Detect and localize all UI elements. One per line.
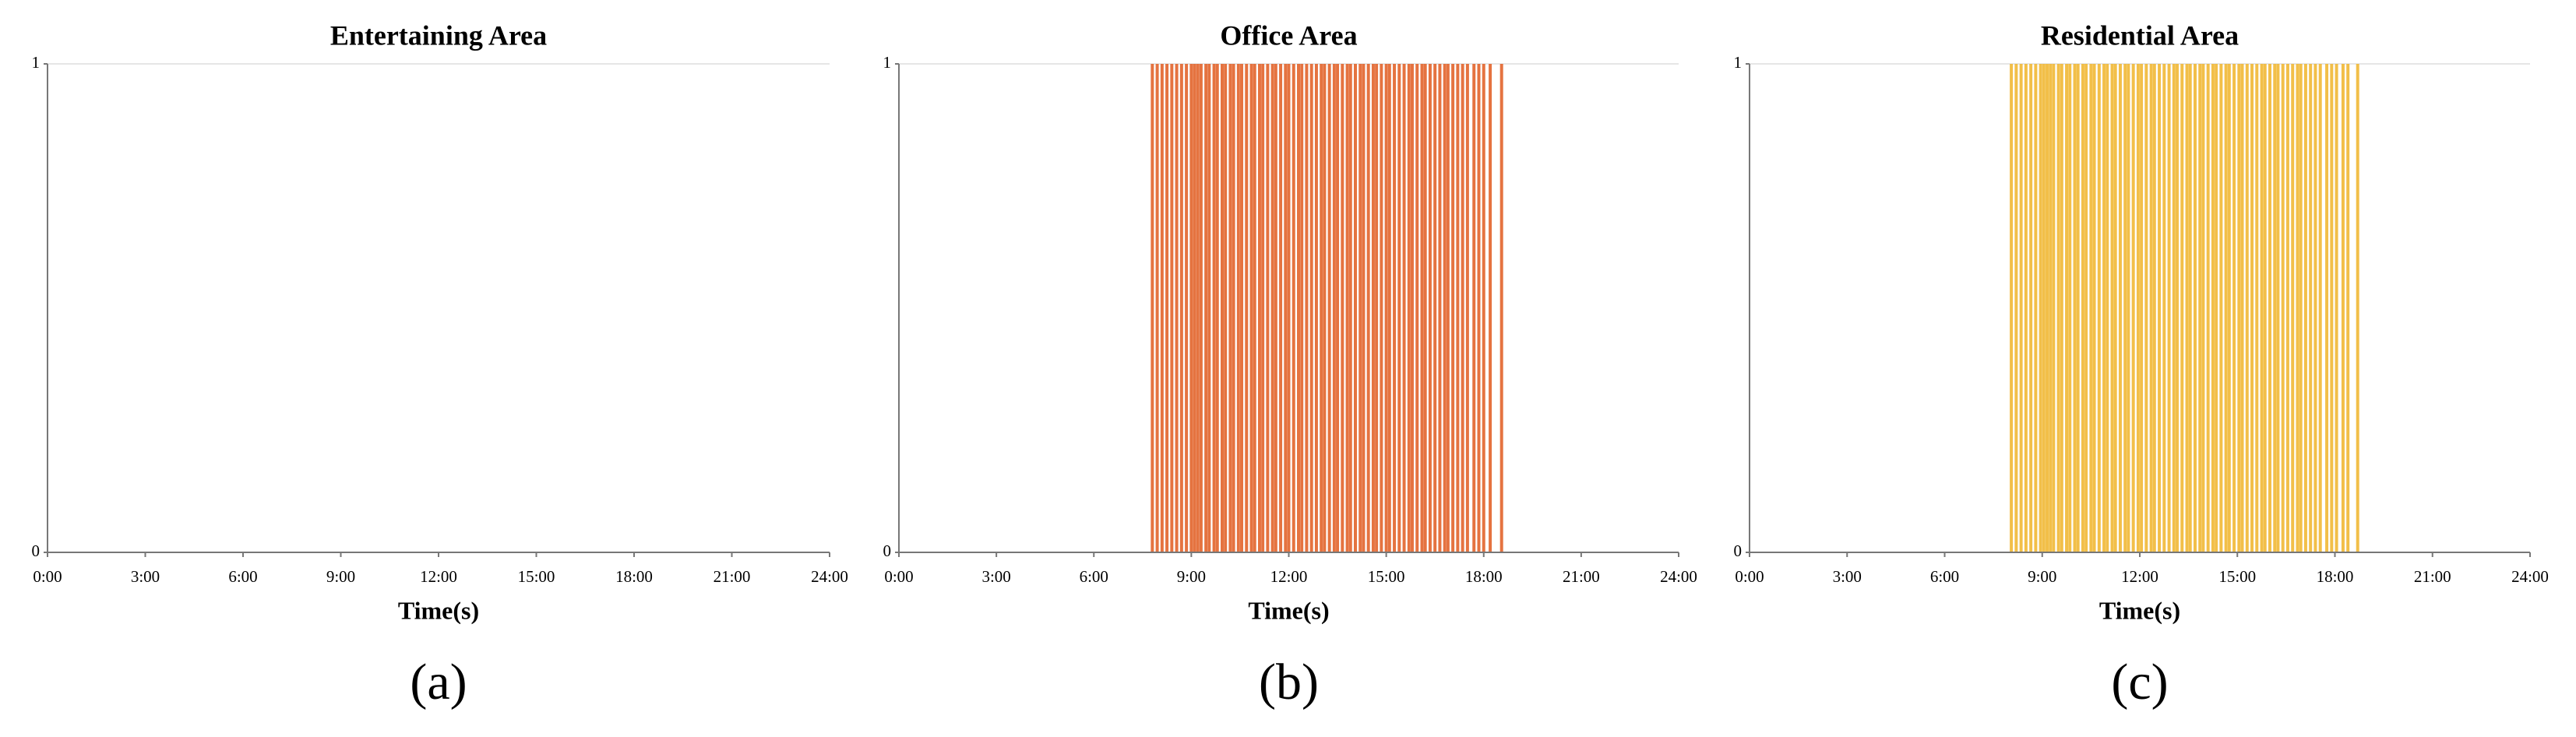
x-tick-label: 12:00 [2121, 567, 2158, 586]
x-tick-label: 21:00 [2414, 567, 2451, 586]
x-tick-label: 21:00 [1563, 567, 1600, 586]
y-tick-label: 1 [883, 53, 892, 72]
x-tick-label: 18:00 [2317, 567, 2354, 586]
x-tick-label: 18:00 [1465, 567, 1503, 586]
x-axis-label: Time(s) [1248, 596, 1329, 624]
x-tick-label: 21:00 [714, 567, 751, 586]
y-tick-label: 0 [32, 541, 41, 560]
x-tick-label: 9:00 [1177, 567, 1206, 586]
x-tick-label: 12:00 [420, 567, 457, 586]
panel-label: (b) [1259, 654, 1319, 711]
y-tick-label: 0 [883, 541, 892, 560]
x-tick-label: 3:00 [1833, 567, 1862, 586]
x-tick-label: 15:00 [518, 567, 555, 586]
y-tick-label: 1 [32, 53, 41, 72]
x-tick-label: 24:00 [2511, 567, 2549, 586]
x-tick-label: 6:00 [228, 567, 257, 586]
x-tick-label: 12:00 [1270, 567, 1308, 586]
x-tick-label: 9:00 [2028, 567, 2056, 586]
x-tick-label: 15:00 [1368, 567, 1405, 586]
x-tick-label: 24:00 [1660, 567, 1697, 586]
panel-label: (a) [410, 654, 467, 711]
chart-title: Office Area [1220, 19, 1357, 51]
x-tick-label: 15:00 [2218, 567, 2256, 586]
panel-label: (c) [2111, 654, 2168, 711]
x-tick-label: 9:00 [326, 567, 355, 586]
x-tick-label: 0:00 [884, 567, 913, 586]
x-tick-label: 18:00 [615, 567, 653, 586]
x-tick-label: 3:00 [131, 567, 160, 586]
y-tick-label: 0 [1734, 541, 1743, 560]
chart-title: Entertaining Area [330, 19, 547, 51]
x-tick-label: 0:00 [33, 567, 62, 586]
y-tick-label: 1 [1734, 53, 1743, 72]
x-tick-label: 6:00 [1080, 567, 1108, 586]
x-tick-label: 6:00 [1930, 567, 1959, 586]
x-axis-label: Time(s) [398, 596, 479, 624]
x-tick-label: 0:00 [1735, 567, 1764, 586]
x-tick-label: 24:00 [811, 567, 848, 586]
x-tick-label: 3:00 [981, 567, 1010, 586]
x-axis-label: Time(s) [2099, 596, 2180, 624]
chart-title: Residential Area [2041, 19, 2239, 51]
